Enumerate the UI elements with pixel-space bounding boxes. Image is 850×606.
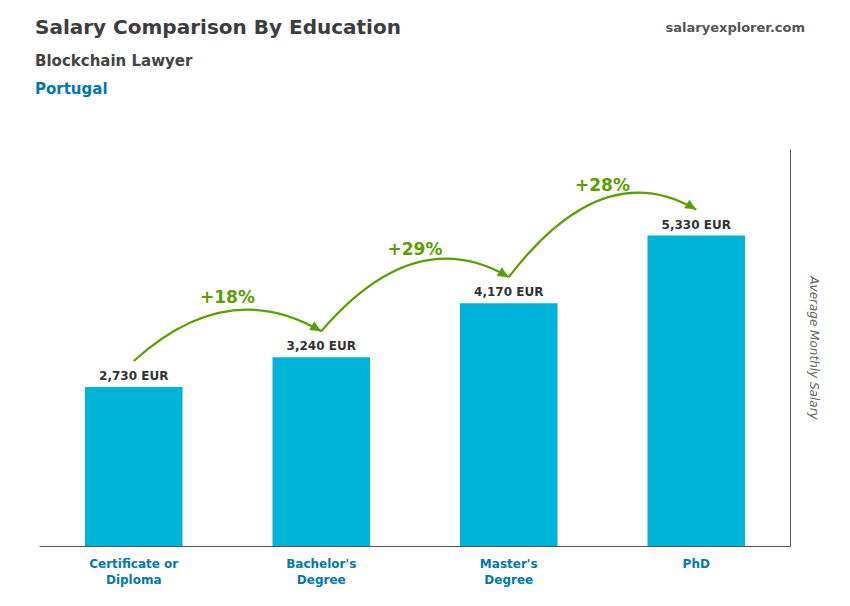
svg-text:Degree: Degree [297,573,346,587]
svg-text:salaryexplorer.com: salaryexplorer.com [666,20,805,35]
svg-text:Master's: Master's [480,557,538,571]
svg-text:Diploma: Diploma [106,573,162,587]
svg-text:Average Monthly Salary: Average Monthly Salary [807,275,821,420]
svg-text:Bachelor's: Bachelor's [286,557,356,571]
svg-text:+29%: +29% [388,239,443,259]
svg-text:Certificate or: Certificate or [89,557,178,571]
svg-text:Portugal: Portugal [35,80,108,98]
svg-text:PhD: PhD [683,557,710,571]
svg-text:3,240 EUR: 3,240 EUR [287,339,356,353]
svg-text:+28%: +28% [575,175,630,195]
svg-text:2,730 EUR: 2,730 EUR [99,369,168,383]
svg-text:4,170 EUR: 4,170 EUR [474,285,543,299]
svg-text:Salary Comparison By Education: Salary Comparison By Education [35,15,401,39]
svg-text:+18%: +18% [200,287,255,307]
svg-text:Degree: Degree [484,573,533,587]
svg-text:Blockchain Lawyer: Blockchain Lawyer [35,52,193,70]
svg-text:5,330 EUR: 5,330 EUR [662,218,731,232]
